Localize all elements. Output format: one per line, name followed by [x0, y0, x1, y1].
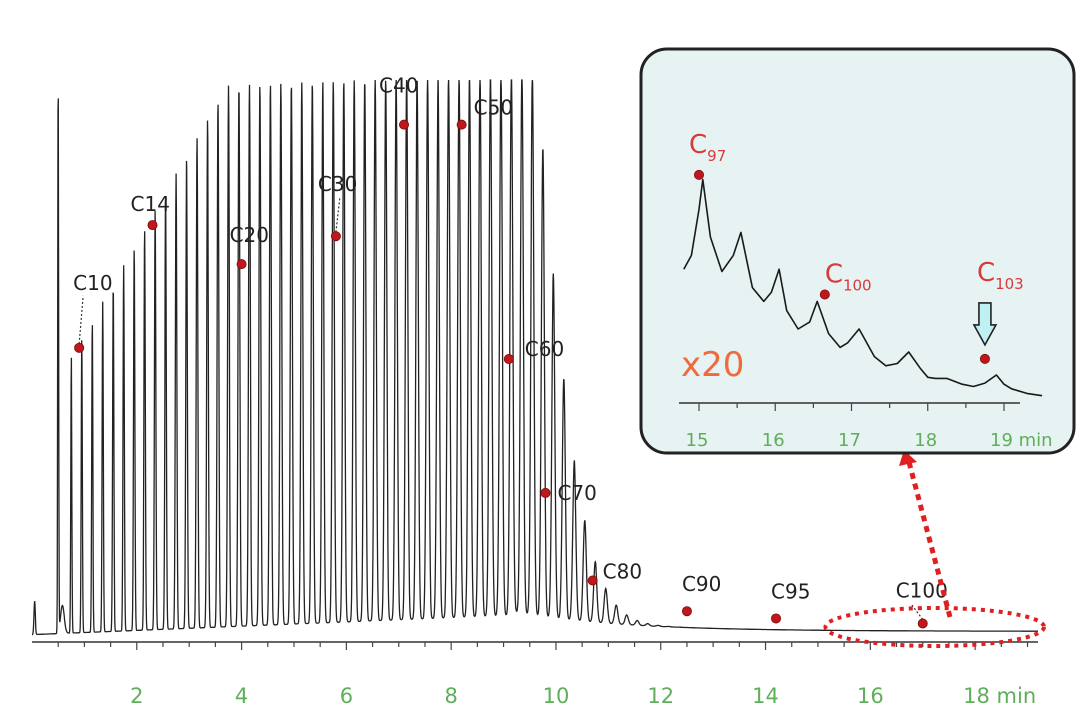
inset-x-tick-label: 15 — [686, 430, 709, 451]
x-tick-label: 12 — [647, 684, 674, 708]
inset-x-tick-label: 18 — [914, 430, 937, 451]
inset-arrow-indicator — [972, 302, 998, 347]
annotation-label: C50 — [474, 96, 513, 120]
inset-x-ticks — [698, 403, 1005, 411]
main-x-ticks — [57, 642, 1029, 650]
annotation-label: C80 — [603, 560, 642, 584]
x-tick-label: 6 — [340, 684, 353, 708]
annotation-dot — [503, 353, 514, 364]
annotation-dot — [399, 119, 410, 130]
inset-frame — [639, 47, 1076, 455]
x-tick-label: 18 min — [963, 684, 1036, 708]
inset-x-tick-label: 17 — [838, 430, 861, 451]
x-tick-label: 16 — [857, 684, 884, 708]
main-series-line — [31, 79, 1038, 636]
main-curve-layer — [31, 79, 1038, 636]
inset-x-tick-label: 19 min — [990, 430, 1053, 451]
inset-annotation-dot — [694, 169, 705, 180]
annotation-label: C14 — [131, 192, 170, 216]
annotation-dot — [917, 618, 928, 629]
x-tick-label: 8 — [444, 684, 457, 708]
inset-x-tick-label: 16 — [762, 430, 785, 451]
annotation-dot — [681, 606, 692, 617]
annotation-dot — [74, 342, 85, 353]
annotation-label: C40 — [379, 74, 418, 98]
annotation-label: C10 — [73, 271, 112, 295]
x-tick-label: 4 — [235, 684, 248, 708]
x-tick-label: 10 — [543, 684, 570, 708]
annotation-dot — [330, 231, 341, 242]
annotation-leader — [78, 295, 84, 344]
main-x-tick-labels: 2 4 6 8 10 12 14 16 18 min — [130, 684, 1036, 708]
inset-series-line — [683, 178, 1043, 397]
annotation-label: C70 — [557, 481, 596, 505]
inset-annotation-dot — [819, 289, 830, 300]
annotation-label: C95 — [771, 579, 810, 603]
annotation-leader — [335, 197, 341, 233]
connector-dotted-line — [906, 461, 953, 618]
inset-annotation-dot — [979, 353, 990, 364]
zoom-factor-label: x20 — [681, 345, 744, 385]
x-tick-label: 2 — [130, 684, 143, 708]
inset-curve-layer — [683, 178, 1043, 397]
inset-x-tick-labels: 15 16 17 18 19 min — [686, 430, 1053, 451]
highlight-ellipse — [823, 606, 1046, 648]
annotation-leader — [910, 603, 924, 620]
x-tick-label: 14 — [752, 684, 779, 708]
annotation-dot — [540, 487, 551, 498]
annotation-label: C90 — [682, 572, 721, 596]
annotation-label: C60 — [525, 337, 564, 361]
annotation-dot — [771, 613, 782, 624]
annotation-label: C30 — [318, 172, 357, 196]
annotation-dot — [236, 259, 247, 270]
annotation-dot — [456, 119, 467, 130]
annotation-dot — [587, 575, 598, 586]
annotation-label: C20 — [230, 223, 269, 247]
annotation-dot — [147, 220, 158, 231]
